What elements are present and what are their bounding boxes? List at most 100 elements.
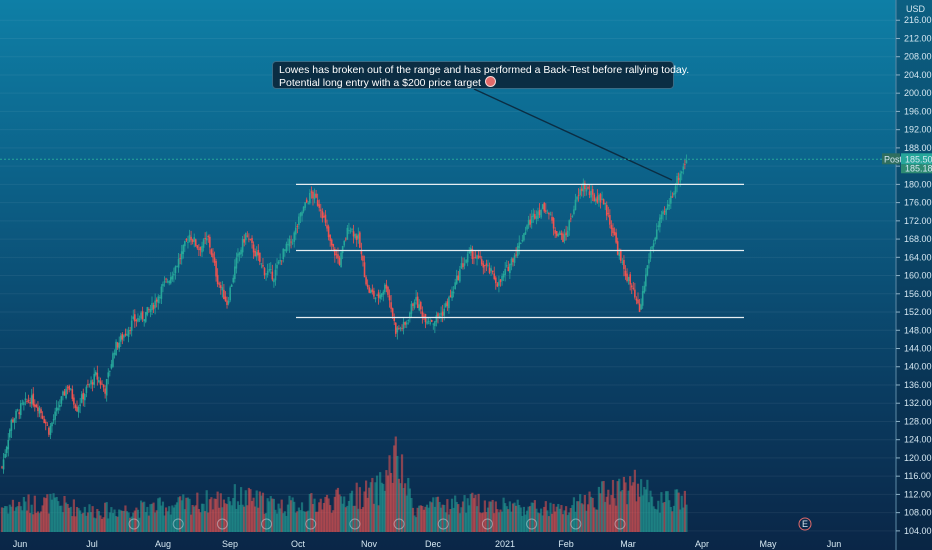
candle-body	[385, 284, 388, 289]
volume-bar	[513, 502, 516, 532]
event-marker[interactable]	[305, 518, 317, 530]
event-marker[interactable]	[261, 518, 273, 530]
volume-bar	[588, 491, 591, 532]
candle-body	[338, 257, 341, 265]
event-marker[interactable]	[216, 518, 228, 530]
volume-bar	[99, 515, 102, 532]
candle-body	[416, 296, 419, 308]
candle-body	[368, 287, 371, 293]
volume-bar	[68, 507, 71, 532]
volume-bar	[91, 506, 94, 532]
candle-body	[227, 300, 230, 304]
candle-body	[404, 322, 406, 325]
candle-body	[365, 277, 367, 285]
candle-body	[335, 254, 338, 256]
candle-body	[288, 239, 291, 247]
candle-body	[562, 233, 564, 243]
candle-body	[180, 251, 183, 260]
volume-bar	[582, 504, 585, 532]
earnings-marker[interactable]	[798, 517, 812, 531]
event-marker[interactable]	[128, 518, 140, 530]
candle-body	[574, 199, 577, 211]
volume-bar	[182, 494, 185, 532]
candle-body	[154, 300, 156, 308]
volume-bar	[683, 490, 686, 532]
candle-body	[634, 289, 636, 298]
candle-body	[676, 175, 678, 186]
candle-body	[287, 244, 289, 246]
event-marker[interactable]	[172, 518, 184, 530]
candle-body	[559, 231, 561, 236]
candle-body	[182, 244, 185, 255]
candle-body	[657, 225, 660, 228]
candle-body	[505, 265, 508, 267]
volume-bar	[536, 512, 540, 532]
event-marker[interactable]	[614, 518, 626, 530]
candle-body	[479, 256, 481, 258]
candle-body	[315, 193, 317, 198]
candle-body	[107, 372, 110, 378]
candle-body	[532, 213, 535, 217]
x-tick-label: Jun	[13, 539, 28, 549]
candle-body	[329, 234, 331, 241]
annotation-callout[interactable]: Lowes has broken out of the range and ha…	[272, 61, 689, 89]
candle-body	[84, 394, 86, 401]
volume-bar	[29, 513, 32, 532]
volume-bar	[186, 497, 190, 532]
volume-bar	[149, 504, 152, 532]
candle-body	[26, 401, 28, 402]
candle-body	[480, 259, 483, 265]
candle-body	[565, 232, 567, 236]
candle-body	[285, 243, 288, 252]
candle-body	[340, 252, 342, 268]
candle-body	[515, 254, 517, 256]
volume-bar	[685, 504, 688, 532]
candle-body	[405, 322, 408, 325]
candle-body	[293, 232, 296, 242]
candle-body	[184, 241, 186, 247]
volume-bar	[647, 502, 651, 532]
candle-body	[55, 407, 58, 412]
volume-bar	[150, 503, 154, 532]
volume-bar	[361, 507, 365, 532]
volume-bar	[339, 496, 343, 532]
event-marker[interactable]	[349, 518, 361, 530]
volume-bar	[129, 517, 132, 532]
candle-body	[7, 439, 10, 450]
volume-bar	[666, 491, 669, 532]
volume-bar	[416, 507, 419, 532]
candle-body	[1, 466, 3, 468]
event-marker[interactable]	[481, 518, 493, 530]
candle-body	[302, 206, 305, 212]
candle-body	[388, 295, 391, 301]
candle-body	[204, 237, 206, 240]
candle-body	[321, 210, 324, 219]
volume-bar	[380, 482, 383, 532]
y-tick-label: 188.00	[904, 143, 932, 153]
candle-body	[509, 263, 511, 274]
volume-bar	[2, 507, 5, 532]
volume-bar	[397, 478, 401, 532]
candle-body	[566, 230, 569, 237]
event-marker[interactable]	[437, 518, 449, 530]
volume-bar	[189, 514, 193, 532]
candle-body	[521, 239, 524, 242]
volume-bar	[593, 507, 596, 532]
candle-body	[193, 237, 196, 242]
volume-bar	[239, 487, 243, 532]
candle-body	[105, 378, 108, 396]
candle-body	[132, 316, 135, 319]
volume-bar	[244, 490, 247, 532]
candle-body	[382, 291, 385, 295]
candle-body	[390, 302, 392, 309]
volume-bar	[544, 501, 547, 532]
event-marker[interactable]	[526, 518, 538, 530]
volume-bar	[485, 512, 488, 532]
volume-bar	[166, 511, 169, 532]
volume-bar	[572, 497, 576, 532]
event-marker[interactable]	[393, 518, 405, 530]
candle-body	[551, 217, 553, 221]
event-marker[interactable]	[570, 518, 582, 530]
y-tick-label: 200.00	[904, 88, 932, 98]
time-axis: Jun Jul Aug Sep Oct Nov Dec 2021 Feb Mar Apr May Jun	[13, 539, 842, 549]
